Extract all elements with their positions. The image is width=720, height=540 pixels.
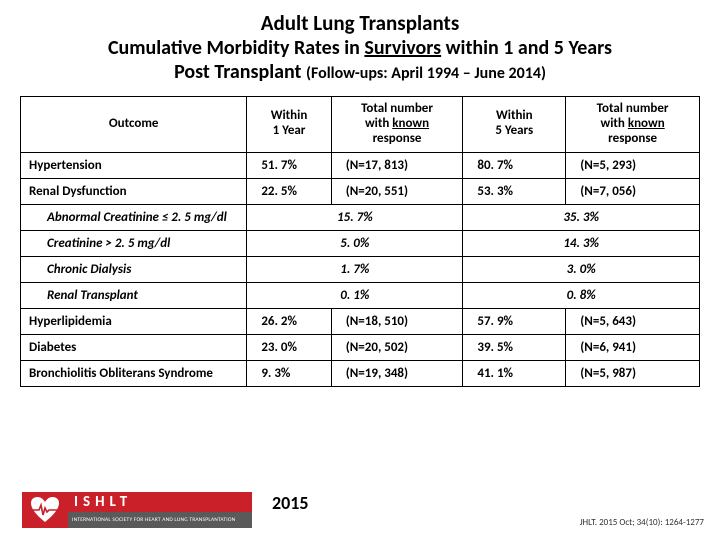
title2-pre: Cumulative Morbidity Rates in — [108, 36, 364, 60]
row-y1: 26. 2% — [247, 308, 331, 334]
row-n5: (N=5, 643) — [566, 308, 700, 334]
row-n1: (N=20, 551) — [331, 178, 463, 204]
year-label: 2015 — [272, 492, 309, 514]
col-outcome: Outcome — [21, 97, 247, 153]
row-label: Bronchiolitis Obliterans Syndrome — [21, 360, 247, 386]
table-row: Creatinine > 2. 5 mg/dl5. 0%14. 3% — [21, 230, 700, 256]
row-n1: (N=17, 813) — [331, 152, 463, 178]
table-row: Abnormal Creatinine ≤ 2. 5 mg/dl15. 7%35… — [21, 204, 700, 230]
table-row: Hypertension51. 7%(N=17, 813)80. 7%(N=5,… — [21, 152, 700, 178]
title-line-2: Cumulative Morbidity Rates in Survivors … — [20, 36, 700, 60]
t5u: known — [628, 116, 665, 131]
row-n1: (N=19, 348) — [331, 360, 463, 386]
row-label: Hypertension — [21, 152, 247, 178]
t1b: with — [365, 116, 392, 131]
row-y5: 80. 7% — [463, 152, 566, 178]
morbidity-table: Outcome Within1 Year Total number with k… — [20, 96, 700, 387]
t1a: Total number — [361, 101, 433, 116]
title-line-3: Post Transplant (Follow-ups: April 1994 … — [20, 60, 700, 84]
row-sub-y5: 14. 3% — [463, 230, 700, 256]
logo-acronym: ISHLT — [68, 492, 252, 512]
row-sublabel: Renal Transplant — [21, 282, 247, 308]
title3-sub: (Follow-ups: April 1994 – June 2014) — [306, 64, 546, 83]
row-sublabel: Abnormal Creatinine ≤ 2. 5 mg/dl — [21, 204, 247, 230]
row-y1: 22. 5% — [247, 178, 331, 204]
row-label: Hyperlipidemia — [21, 308, 247, 334]
col-within-1yr: Within1 Year — [247, 97, 331, 153]
t5c: response — [608, 131, 657, 146]
table-row: Chronic Dialysis1. 7%3. 0% — [21, 256, 700, 282]
row-sub-y1: 0. 1% — [247, 282, 463, 308]
row-n5: (N=5, 987) — [566, 360, 700, 386]
row-sub-y5: 35. 3% — [463, 204, 700, 230]
table-row: Bronchiolitis Obliterans Syndrome9. 3%(N… — [21, 360, 700, 386]
title3-main: Post Transplant — [174, 60, 306, 84]
logo-text: ISHLT INTERNATIONAL SOCIETY FOR HEART AN… — [68, 492, 252, 528]
row-y5: 39. 5% — [463, 334, 566, 360]
row-n1: (N=20, 502) — [331, 334, 463, 360]
row-label: Renal Dysfunction — [21, 178, 247, 204]
table-body: Hypertension51. 7%(N=17, 813)80. 7%(N=5,… — [21, 152, 700, 386]
row-n5: (N=5, 293) — [566, 152, 700, 178]
row-sublabel: Creatinine > 2. 5 mg/dl — [21, 230, 247, 256]
logo-heart-icon — [22, 492, 68, 528]
row-sub-y5: 0. 8% — [463, 282, 700, 308]
row-sub-y1: 15. 7% — [247, 204, 463, 230]
table-row: Hyperlipidemia26. 2%(N=18, 510)57. 9%(N=… — [21, 308, 700, 334]
row-n5: (N=6, 941) — [566, 334, 700, 360]
col-within-5yr: Within5 Years — [463, 97, 566, 153]
row-y1: 9. 3% — [247, 360, 331, 386]
t5a: Total number — [597, 101, 669, 116]
title-line-1: Adult Lung Transplants — [20, 10, 700, 36]
row-n1: (N=18, 510) — [331, 308, 463, 334]
logo-fullname: INTERNATIONAL SOCIETY FOR HEART AND LUNG… — [68, 512, 252, 528]
ishlt-logo: ISHLT INTERNATIONAL SOCIETY FOR HEART AN… — [22, 492, 252, 528]
row-y5: 57. 9% — [463, 308, 566, 334]
footer: ISHLT INTERNATIONAL SOCIETY FOR HEART AN… — [0, 482, 720, 532]
table-header-row: Outcome Within1 Year Total number with k… — [21, 97, 700, 153]
row-y1: 23. 0% — [247, 334, 331, 360]
row-sublabel: Chronic Dialysis — [21, 256, 247, 282]
row-y5: 53. 3% — [463, 178, 566, 204]
title2-underline: Survivors — [364, 36, 441, 60]
table-row: Renal Dysfunction22. 5%(N=20, 551)53. 3%… — [21, 178, 700, 204]
t1u: known — [392, 116, 429, 131]
col-total-1yr: Total number with known response — [331, 97, 463, 153]
t1c: response — [373, 131, 422, 146]
t5b: with — [601, 116, 628, 131]
table-row: Diabetes23. 0%(N=20, 502)39. 5%(N=6, 941… — [21, 334, 700, 360]
row-label: Diabetes — [21, 334, 247, 360]
title2-post: within 1 and 5 Years — [441, 36, 612, 60]
col-total-5yr: Total number with known response — [566, 97, 700, 153]
citation-text: JHLT. 2015 Oct; 34(10): 1264-1277 — [580, 517, 704, 528]
row-sub-y5: 3. 0% — [463, 256, 700, 282]
table-row: Renal Transplant0. 1%0. 8% — [21, 282, 700, 308]
row-n5: (N=7, 056) — [566, 178, 700, 204]
row-sub-y1: 5. 0% — [247, 230, 463, 256]
row-y1: 51. 7% — [247, 152, 331, 178]
row-y5: 41. 1% — [463, 360, 566, 386]
row-sub-y1: 1. 7% — [247, 256, 463, 282]
